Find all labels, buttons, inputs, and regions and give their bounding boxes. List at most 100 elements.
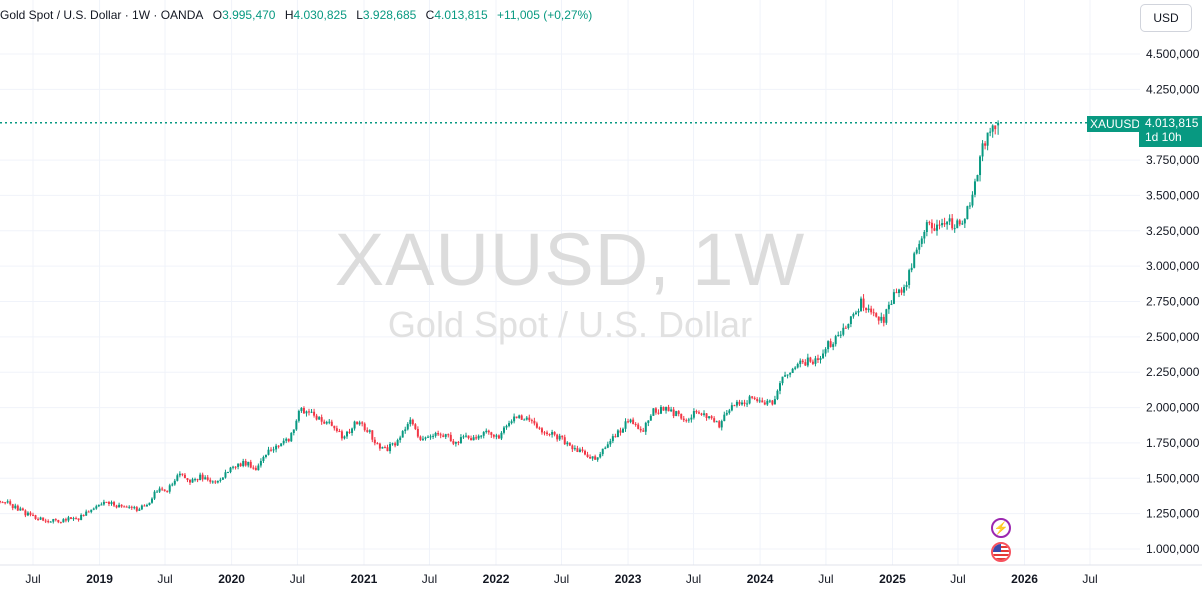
candle <box>442 433 445 438</box>
candle <box>401 430 404 438</box>
candle <box>257 463 260 471</box>
candle <box>242 458 245 468</box>
symbol-title[interactable]: Gold Spot / U.S. Dollar · 1W · OANDA <box>0 8 204 22</box>
y-tick-label: 3.250,000 <box>1146 224 1200 238</box>
candle <box>913 251 916 269</box>
candle <box>224 469 227 479</box>
flash-icon[interactable]: ⚡ <box>991 518 1011 538</box>
candle <box>4 501 7 505</box>
candle <box>741 400 744 406</box>
candle <box>806 353 809 368</box>
candle <box>561 435 564 440</box>
candle <box>789 372 792 378</box>
open-value: 3.995,470 <box>222 8 276 22</box>
candle <box>107 500 110 507</box>
x-tick-label: Jul <box>554 572 569 586</box>
candle <box>194 477 197 482</box>
candle <box>427 435 430 438</box>
candle <box>773 395 776 405</box>
candle <box>275 443 278 453</box>
candle <box>290 432 293 442</box>
candle <box>247 461 250 468</box>
candle <box>470 435 473 441</box>
us-flag-icon[interactable] <box>991 542 1011 562</box>
candle <box>237 463 240 470</box>
candle <box>297 409 300 423</box>
candle <box>363 422 366 432</box>
candle <box>566 441 569 447</box>
candle <box>475 434 478 440</box>
x-tick-label: Jul <box>686 572 701 586</box>
last-price-label: 4.013,815 1d 10h <box>1139 116 1202 147</box>
candle <box>637 422 640 430</box>
high-label: H <box>284 8 294 22</box>
candle <box>849 315 852 328</box>
candle <box>472 435 475 441</box>
candle <box>822 349 825 360</box>
candle <box>188 479 191 485</box>
candle <box>984 141 987 150</box>
candle <box>125 505 128 508</box>
symbol-price-tag: XAUUSD <box>1087 116 1144 132</box>
candle <box>571 444 574 453</box>
candle <box>968 202 971 210</box>
candle <box>639 426 642 433</box>
x-tick-label: Jul <box>157 572 172 586</box>
candle <box>16 504 19 512</box>
candle <box>487 429 490 435</box>
bar-countdown: 1d 10h <box>1145 130 1182 144</box>
candle <box>199 472 202 481</box>
candle <box>535 421 538 429</box>
candle <box>29 511 32 517</box>
candle <box>614 433 617 438</box>
candle <box>42 517 45 522</box>
currency-button[interactable]: USD <box>1140 4 1192 32</box>
candle <box>310 409 313 414</box>
candle <box>776 389 779 401</box>
candle <box>449 432 452 442</box>
candle <box>657 409 660 415</box>
candle <box>292 429 295 436</box>
candle <box>725 409 728 416</box>
candle <box>763 400 766 406</box>
candle <box>411 418 414 426</box>
candle <box>145 503 148 507</box>
candle <box>211 480 214 484</box>
candle <box>778 380 781 395</box>
candle <box>270 447 273 452</box>
candle <box>280 443 283 447</box>
candle <box>713 416 716 423</box>
candle <box>733 404 736 407</box>
price-axis[interactable] <box>1140 0 1202 597</box>
candle <box>153 490 156 500</box>
x-tick-label: 2021 <box>351 572 378 586</box>
candle <box>462 434 465 439</box>
candle <box>6 499 9 504</box>
candle <box>300 407 303 413</box>
candle <box>32 512 34 517</box>
candle <box>540 427 543 435</box>
candle <box>282 438 285 446</box>
candle <box>518 414 521 419</box>
candle <box>206 475 209 482</box>
candle <box>538 426 541 430</box>
close-value: 4.013,815 <box>434 8 488 22</box>
candle <box>82 514 85 517</box>
candle <box>72 516 75 521</box>
candle <box>520 414 523 420</box>
y-tick-label: 2.000,000 <box>1146 401 1200 415</box>
candle <box>254 465 257 471</box>
candle <box>59 521 62 524</box>
close-label: C <box>425 8 435 22</box>
candle <box>39 516 42 521</box>
candle <box>718 419 721 429</box>
candle <box>786 374 789 379</box>
candle <box>14 503 17 510</box>
candle <box>563 434 566 446</box>
candle <box>57 519 60 524</box>
candle <box>829 338 832 348</box>
candle <box>905 281 908 291</box>
candle <box>161 486 164 491</box>
candle <box>92 507 95 511</box>
